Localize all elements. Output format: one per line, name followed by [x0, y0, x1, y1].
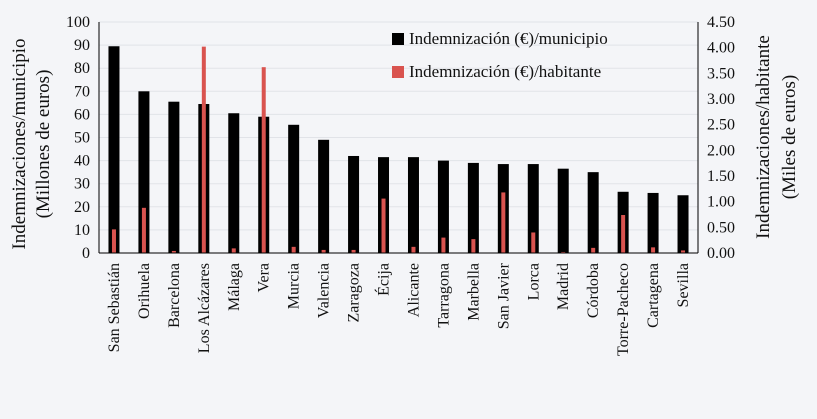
bar-habitante	[621, 215, 626, 253]
tick-labels: 0 10 20 30 40 50 60 70 80 90 100 0.00 0.50 1.00 1.50 2.…	[9, 14, 800, 356]
legend: Indemnización (€)/municipio Indemnización…	[392, 29, 608, 81]
axes	[98, 22, 699, 254]
y-tick-label: 50	[74, 130, 90, 147]
bar-municipio	[168, 101, 180, 253]
bar-habitante	[291, 246, 296, 253]
bar-municipio	[228, 113, 240, 254]
bar-municipio	[677, 195, 689, 253]
y2-tick-label: 0.00	[707, 245, 735, 262]
bar-habitante	[261, 67, 266, 253]
legend-swatch	[392, 66, 404, 78]
x-tick-label: Alicante	[405, 263, 422, 317]
y2-tick-label: 1.00	[707, 194, 735, 211]
y2-tick-label: 2.00	[707, 142, 735, 159]
x-tick-label: Torre-Pacheco	[615, 263, 632, 356]
bar-municipio	[108, 46, 120, 253]
y-axis-title: Indemnizaciones/municipio	[9, 38, 30, 249]
x-tick-label: Zaragoza	[346, 263, 363, 323]
bar-municipio	[587, 172, 599, 253]
x-tick-label: San Javier	[495, 262, 512, 329]
y-tick-label: 40	[74, 153, 90, 170]
x-tick-label: Barcelona	[166, 263, 183, 328]
y2-tick-label: 3.50	[707, 65, 735, 82]
bar-habitante	[561, 251, 566, 253]
bar-habitante	[411, 246, 416, 253]
y2-tick-label: 4.50	[707, 14, 735, 31]
x-tick-label: Madrid	[555, 263, 572, 310]
bar-municipio	[557, 168, 569, 253]
bar-habitante	[471, 239, 476, 253]
bars	[108, 46, 689, 254]
bar-municipio	[348, 155, 360, 253]
bar-habitante	[111, 229, 116, 253]
bar-municipio	[407, 157, 419, 253]
y-tick-label: 10	[74, 222, 90, 239]
x-tick-label: Los Alcázares	[196, 263, 213, 353]
bar-municipio	[318, 139, 330, 253]
legend-label: Indemnización (€)/municipio	[409, 29, 608, 48]
y2-axis-title: Indemnizaciones/habitante	[753, 35, 774, 239]
bar-habitante	[501, 192, 506, 253]
bar-municipio	[437, 160, 449, 253]
y-tick-label: 80	[74, 60, 90, 77]
bar-habitante	[591, 247, 596, 253]
x-tick-label: Cartagena	[645, 263, 662, 328]
x-tick-label: Marbella	[465, 263, 482, 321]
x-tick-label: Lorca	[525, 263, 542, 300]
y-tick-label: 70	[74, 83, 90, 100]
x-tick-label: Málaga	[226, 263, 243, 311]
bar-habitante	[171, 250, 176, 253]
bar-habitante	[651, 247, 656, 253]
x-tick-label: Tarragona	[435, 263, 452, 328]
x-tick-label: Vera	[256, 263, 273, 292]
x-tick-label: Écija	[374, 263, 393, 296]
x-tick-label: Córdoba	[585, 263, 602, 318]
bar-municipio	[288, 124, 300, 253]
x-tick-label: San Sebastián	[106, 263, 123, 352]
bar-habitante	[201, 46, 206, 253]
y2-tick-label: 2.50	[707, 117, 735, 134]
bar-municipio	[647, 192, 659, 253]
x-tick-label: Murcia	[286, 263, 303, 309]
bar-municipio	[467, 162, 479, 253]
bar-habitante	[351, 249, 356, 253]
x-tick-label: Orihuela	[136, 263, 153, 319]
y2-tick-label: 3.00	[707, 91, 735, 108]
y-tick-label: 100	[66, 14, 90, 31]
y-tick-label: 30	[74, 176, 90, 193]
x-tick-label: Valencia	[316, 263, 333, 318]
y-axis-subtitle: (Millones de euros)	[33, 70, 54, 219]
y-tick-label: 20	[74, 199, 90, 216]
y2-tick-label: 0.50	[707, 219, 735, 236]
bar-municipio	[527, 164, 539, 253]
bar-habitante	[231, 248, 236, 253]
bar-habitante	[681, 250, 686, 253]
bar-habitante	[441, 237, 446, 253]
bar-habitante	[321, 249, 326, 253]
y-tick-label: 90	[74, 37, 90, 54]
y2-tick-label: 1.50	[707, 168, 735, 185]
y2-axis-subtitle: (Miles de euros)	[779, 75, 800, 200]
bar-municipio	[138, 91, 150, 253]
y-tick-label: 60	[74, 106, 90, 123]
gridlines	[99, 21, 698, 254]
y2-tick-label: 4.00	[707, 40, 735, 57]
bar-habitante	[531, 232, 536, 253]
bar-habitante	[141, 207, 146, 253]
legend-swatch	[392, 33, 404, 45]
y-tick-label: 0	[82, 245, 90, 262]
x-tick-label: Sevilla	[675, 263, 692, 307]
bar-habitante	[381, 198, 386, 253]
legend-label: Indemnización (€)/habitante	[409, 62, 601, 81]
